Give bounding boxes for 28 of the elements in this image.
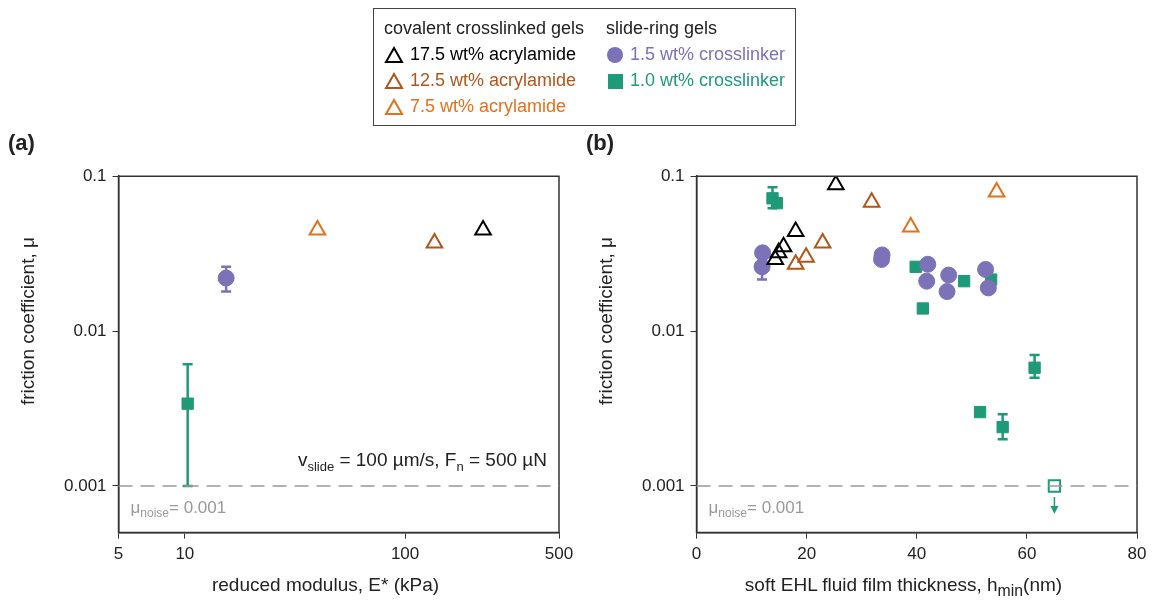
y-tick-label: 0.001 (641, 475, 685, 495)
x-tick-label: 5 (113, 544, 124, 564)
legend-label: 12.5 wt% acrylamide (408, 69, 577, 92)
y-tick-label: 0.1 (660, 165, 685, 185)
chart-title: (a) (8, 130, 35, 156)
y-tick-label: 0.1 (82, 165, 107, 185)
x-tick-label: 40 (907, 544, 927, 564)
legend-label: 1.5 wt% crosslinker (629, 43, 786, 66)
legend-label: 17.5 wt% acrylamide (408, 43, 577, 66)
legend-title: slide-ring gels (606, 17, 719, 40)
x-tick-label: 80 (1127, 544, 1147, 564)
y-axis-title: friction coefficient, μ (595, 236, 617, 407)
x-axis-title: reduced modulus, E* (kPa) (210, 574, 441, 596)
y-tick-label: 0.01 (651, 320, 685, 340)
x-axis-title: soft EHL fluid film thickness, h$_{min}$(nm) (743, 574, 1064, 600)
x-tick-label: 100 (390, 544, 420, 564)
legend-label: 1.0 wt% crosslinker (629, 69, 786, 92)
y-axis-title: friction coefficient, μ (17, 236, 39, 407)
x-tick-label: 60 (1017, 544, 1037, 564)
legend-title: covalent crosslinked gels (383, 17, 585, 40)
chart-title: (b) (586, 130, 615, 156)
x-tick-label: 10 (175, 544, 195, 564)
x-tick-label: 500 (544, 544, 574, 564)
y-tick-label: 0.01 (73, 320, 107, 340)
y-tick-label: 0.001 (63, 475, 107, 495)
x-tick-label: 0 (691, 544, 702, 564)
legend-label: 7.5 wt% acrylamide (408, 95, 567, 118)
x-tick-label: 20 (797, 544, 817, 564)
